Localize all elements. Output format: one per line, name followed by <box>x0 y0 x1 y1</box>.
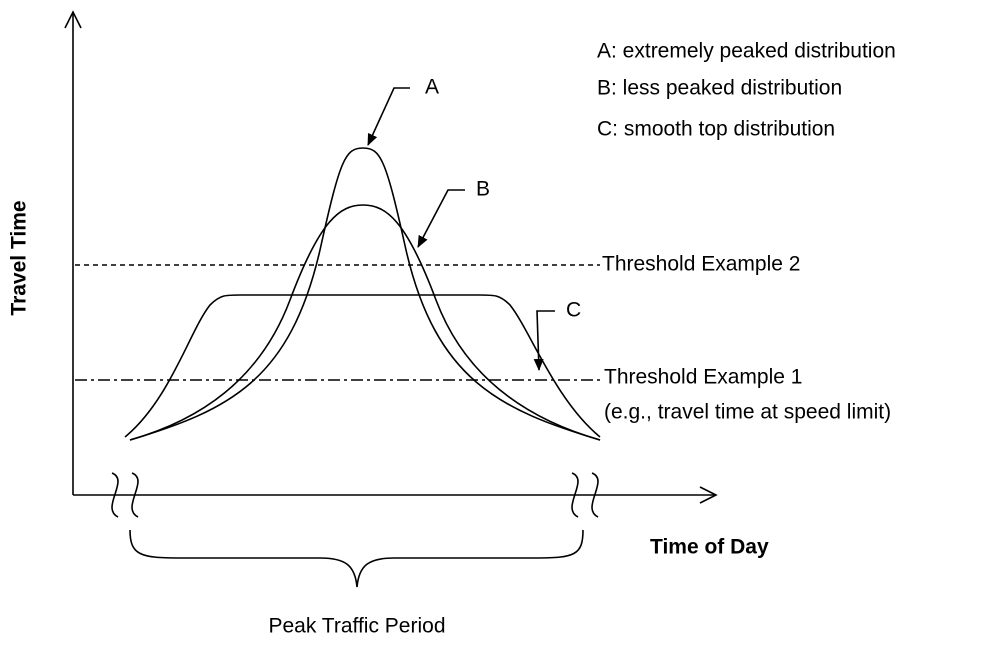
y-axis-title: Travel Time <box>8 200 31 315</box>
curve-label: B <box>476 178 490 201</box>
x-axis-title: Time of Day <box>650 536 769 559</box>
legend-entry: B: less peaked distribution <box>597 77 842 100</box>
pointer-c <box>533 310 555 371</box>
curve-b <box>129 204 601 441</box>
legend-entry: C: smooth top distribution <box>597 118 835 141</box>
threshold-note: (e.g., travel time at speed limit) <box>604 401 891 424</box>
curve-a <box>129 147 601 441</box>
pointer-a <box>367 87 410 146</box>
threshold-label: Threshold Example 2 <box>602 253 800 276</box>
pointer-b <box>417 189 465 248</box>
axis-breaks <box>111 472 599 518</box>
threshold-label: Threshold Example 1 <box>604 366 802 389</box>
curve-label: A <box>425 76 439 99</box>
brace <box>129 529 584 588</box>
period-label: Peak Traffic Period <box>268 615 445 638</box>
legend-entry: A: extremely peaked distribution <box>597 40 896 63</box>
curve-label: C <box>566 299 581 322</box>
